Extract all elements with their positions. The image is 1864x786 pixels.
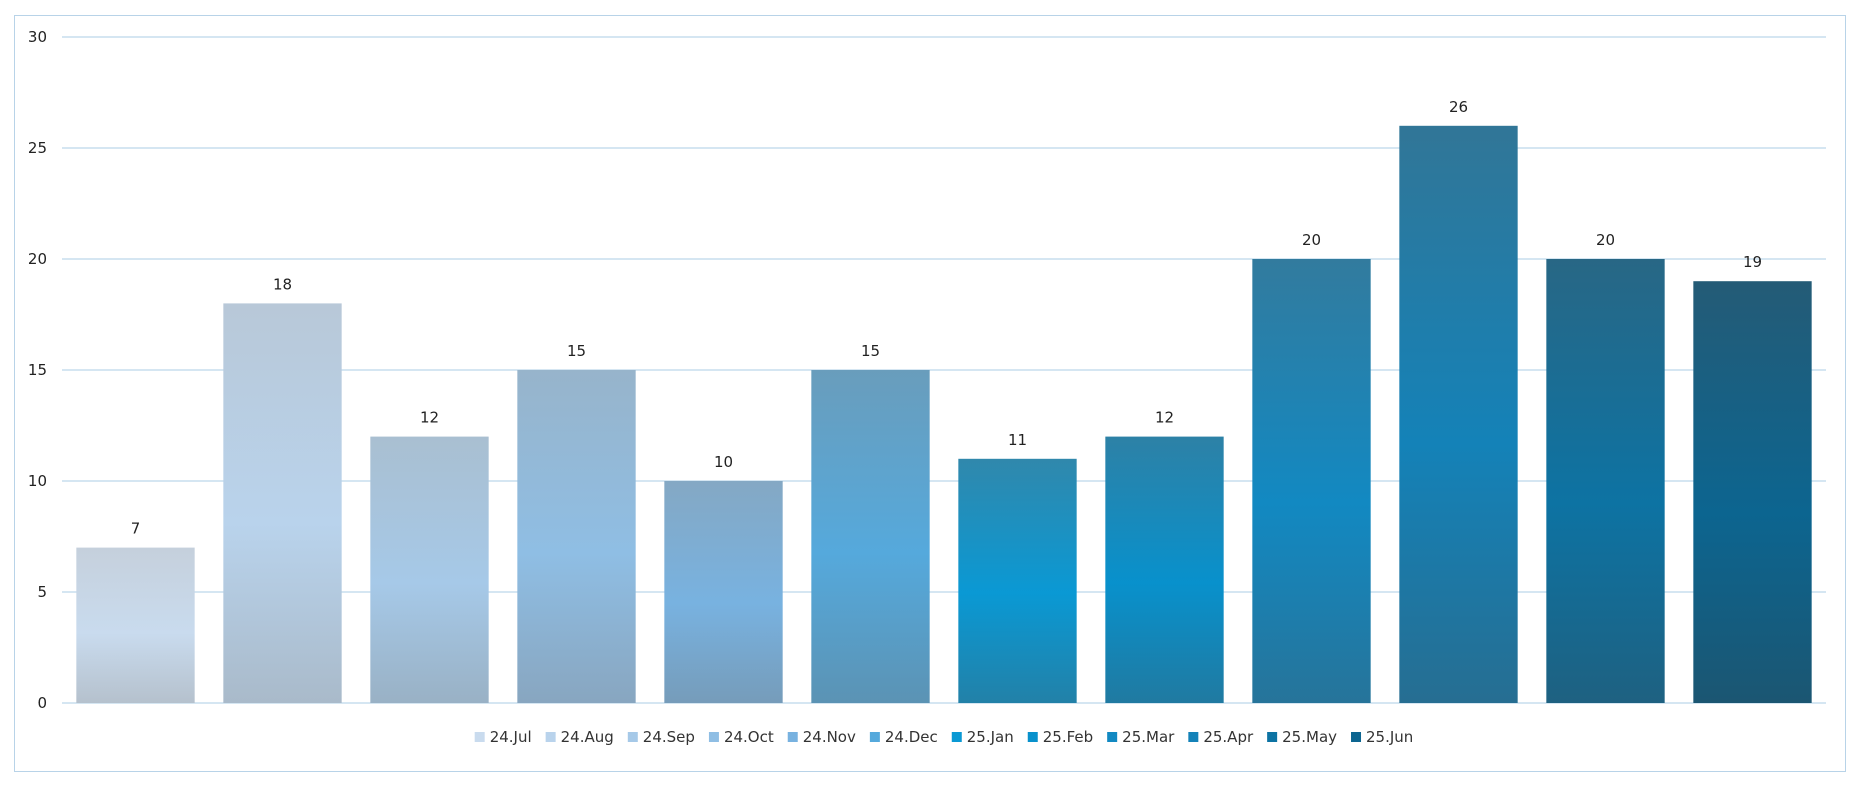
data-label-25.Jan: 11 <box>1008 431 1027 449</box>
data-label-24.Sep: 12 <box>420 409 439 427</box>
bar-25.Feb <box>1105 436 1224 703</box>
data-labels: 7 18 12 15 10 15 11 12 20 26 20 19 <box>131 98 1762 538</box>
data-label-25.Jun: 19 <box>1743 253 1762 271</box>
bar-24.Aug <box>223 303 342 703</box>
legend-label-24.Sep: 24.Sep <box>643 728 695 746</box>
bar-24.Sep <box>370 436 489 703</box>
gridlines <box>62 36 1826 704</box>
data-label-24.Nov: 10 <box>714 453 733 471</box>
legend-swatch-25.Feb <box>1027 732 1038 742</box>
data-label-25.May: 20 <box>1596 231 1615 249</box>
y-tick-label: 30 <box>28 28 47 46</box>
data-label-25.Mar: 20 <box>1302 231 1321 249</box>
bar-25.Jun <box>1693 281 1812 703</box>
y-tick-label: 0 <box>37 694 47 712</box>
legend-label-24.Jul: 24.Jul <box>490 728 532 746</box>
legend: 24.Jul 24.Aug 24.Sep 24.Oct 24.Nov 24.Dec 25.J… <box>474 728 1413 746</box>
y-tick-label: 20 <box>28 250 47 268</box>
legend-label-25.Jan: 25.Jan <box>967 728 1014 746</box>
legend-swatch-24.Jul <box>474 732 485 742</box>
legend-swatch-25.Mar <box>1107 732 1118 742</box>
data-label-24.Oct: 15 <box>567 342 586 360</box>
bar-25.May <box>1546 259 1665 703</box>
legend-swatch-24.Aug <box>545 732 556 742</box>
bar-24.Nov <box>664 481 783 703</box>
legend-label-24.Aug: 24.Aug <box>561 728 614 746</box>
legend-swatch-24.Sep <box>627 732 638 742</box>
legend-label-24.Dec: 24.Dec <box>885 728 938 746</box>
data-label-25.Feb: 12 <box>1155 409 1174 427</box>
bar-25.Apr <box>1399 125 1518 704</box>
data-label-25.Apr: 26 <box>1449 98 1468 116</box>
legend-label-25.Apr: 25.Apr <box>1203 728 1254 746</box>
y-axis-ticks: 0 5 10 15 20 25 30 <box>28 28 47 712</box>
legend-label-24.Nov: 24.Nov <box>803 728 856 746</box>
bars <box>76 125 1812 704</box>
legend-label-25.May: 25.May <box>1282 728 1337 746</box>
data-label-24.Dec: 15 <box>861 342 880 360</box>
legend-swatch-24.Oct <box>708 732 719 742</box>
y-tick-label: 25 <box>28 139 47 157</box>
legend-label-24.Oct: 24.Oct <box>724 728 774 746</box>
bar-24.Oct <box>517 370 636 703</box>
data-label-24.Jul: 7 <box>131 520 141 538</box>
legend-swatch-24.Dec <box>869 732 880 742</box>
data-label-24.Aug: 18 <box>273 275 292 293</box>
legend-swatch-24.Nov <box>787 732 798 742</box>
legend-label-25.Mar: 25.Mar <box>1122 728 1175 746</box>
bar-24.Dec <box>811 370 930 703</box>
legend-swatch-25.Jun <box>1351 732 1362 742</box>
legend-swatch-25.Jan <box>951 732 962 742</box>
bar-25.Jan <box>958 458 1077 703</box>
y-tick-label: 10 <box>28 472 47 490</box>
y-tick-label: 5 <box>37 583 47 601</box>
bar-24.Jul <box>76 547 195 703</box>
bar-25.Mar <box>1252 259 1371 703</box>
legend-label-25.Jun: 25.Jun <box>1366 728 1413 746</box>
legend-swatch-25.May <box>1267 732 1278 742</box>
y-tick-label: 15 <box>28 361 47 379</box>
legend-swatch-25.Apr <box>1188 732 1199 742</box>
legend-label-25.Feb: 25.Feb <box>1043 728 1093 746</box>
